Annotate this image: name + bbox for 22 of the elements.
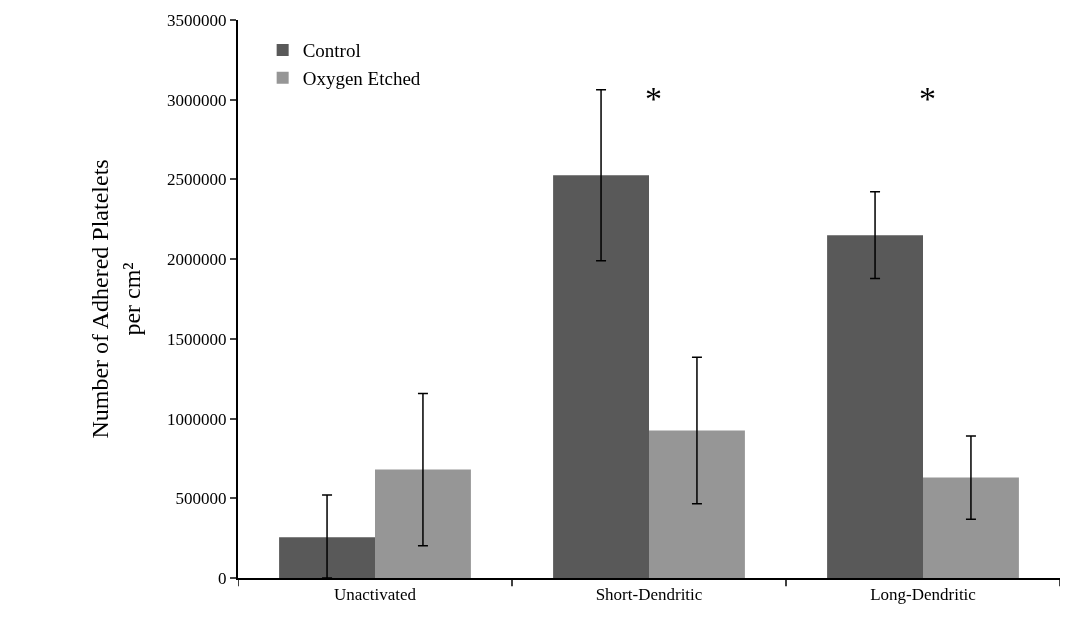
legend-label: Oxygen Etched [302,68,421,90]
x-tick-label: Short-Dendritic [595,585,703,605]
bar [553,175,649,578]
y-tick-label: 1000000 [167,409,227,429]
y-tick-label: 500000 [175,489,227,509]
bar [375,469,471,578]
y-tick-label: 3000000 [167,90,227,110]
legend-label: Control [302,40,361,62]
x-tick-label: Unactivated [333,585,417,605]
y-tick-label: 3500000 [167,10,227,30]
y-tick-label: 2000000 [167,250,227,270]
bar [827,235,923,578]
y-tick-label: 0 [218,568,227,588]
y-axis-title: Number of Adhered Platelets per cm² [87,159,145,439]
annotation: * [645,80,662,117]
y-tick-label: 2500000 [167,170,227,190]
bar [649,430,745,578]
bar [923,477,1019,578]
y-tick-label: 1500000 [167,329,227,349]
bar [279,537,375,578]
annotation: * [919,80,936,117]
x-tick-label: Long-Dendritic [870,585,977,605]
